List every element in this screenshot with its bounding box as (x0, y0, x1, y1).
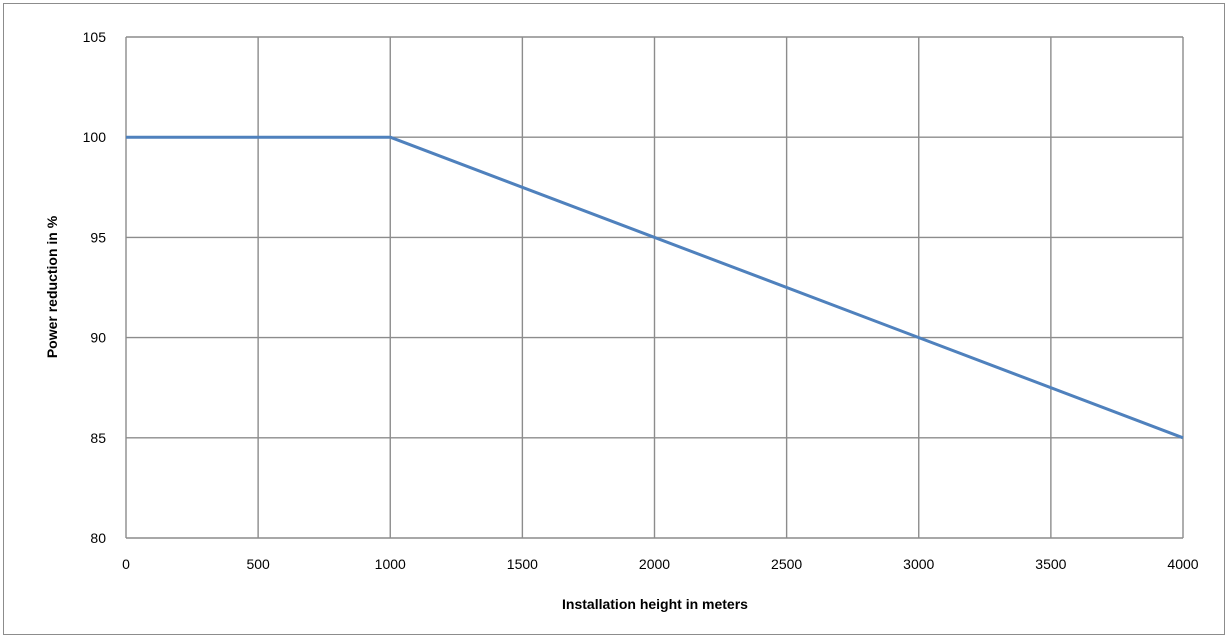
x-tick-label-0: 0 (122, 556, 130, 572)
x-tick-label-4000: 4000 (1167, 556, 1198, 572)
x-tick-label-2000: 2000 (639, 556, 670, 572)
x-tick-label-2500: 2500 (771, 556, 802, 572)
x-tick-label-3500: 3500 (1035, 556, 1066, 572)
y-tick-label-100: 100 (83, 129, 107, 145)
y-tick-label-105: 105 (83, 29, 107, 45)
y-axis-title: Power reduction in % (44, 215, 60, 358)
x-tick-label-3000: 3000 (903, 556, 934, 572)
x-tick-label-1000: 1000 (375, 556, 406, 572)
y-axis-ticks: 80 85 90 95 100 105 (83, 29, 107, 546)
y-tick-label-85: 85 (90, 430, 106, 446)
y-tick-label-90: 90 (90, 330, 106, 346)
series-layer (126, 135, 1184, 440)
y-tick-label-95: 95 (90, 229, 106, 245)
series-line-0 (126, 135, 1184, 440)
x-axis-ticks: 0 500 1000 1500 2000 2500 3000 3500 4000 (122, 556, 1199, 572)
x-axis-title: Installation height in meters (562, 596, 748, 612)
grid (125, 36, 1184, 539)
x-tick-label-500: 500 (246, 556, 270, 572)
y-tick-label-80: 80 (90, 530, 106, 546)
chart-frame (3, 3, 1225, 635)
x-tick-label-1500: 1500 (507, 556, 538, 572)
